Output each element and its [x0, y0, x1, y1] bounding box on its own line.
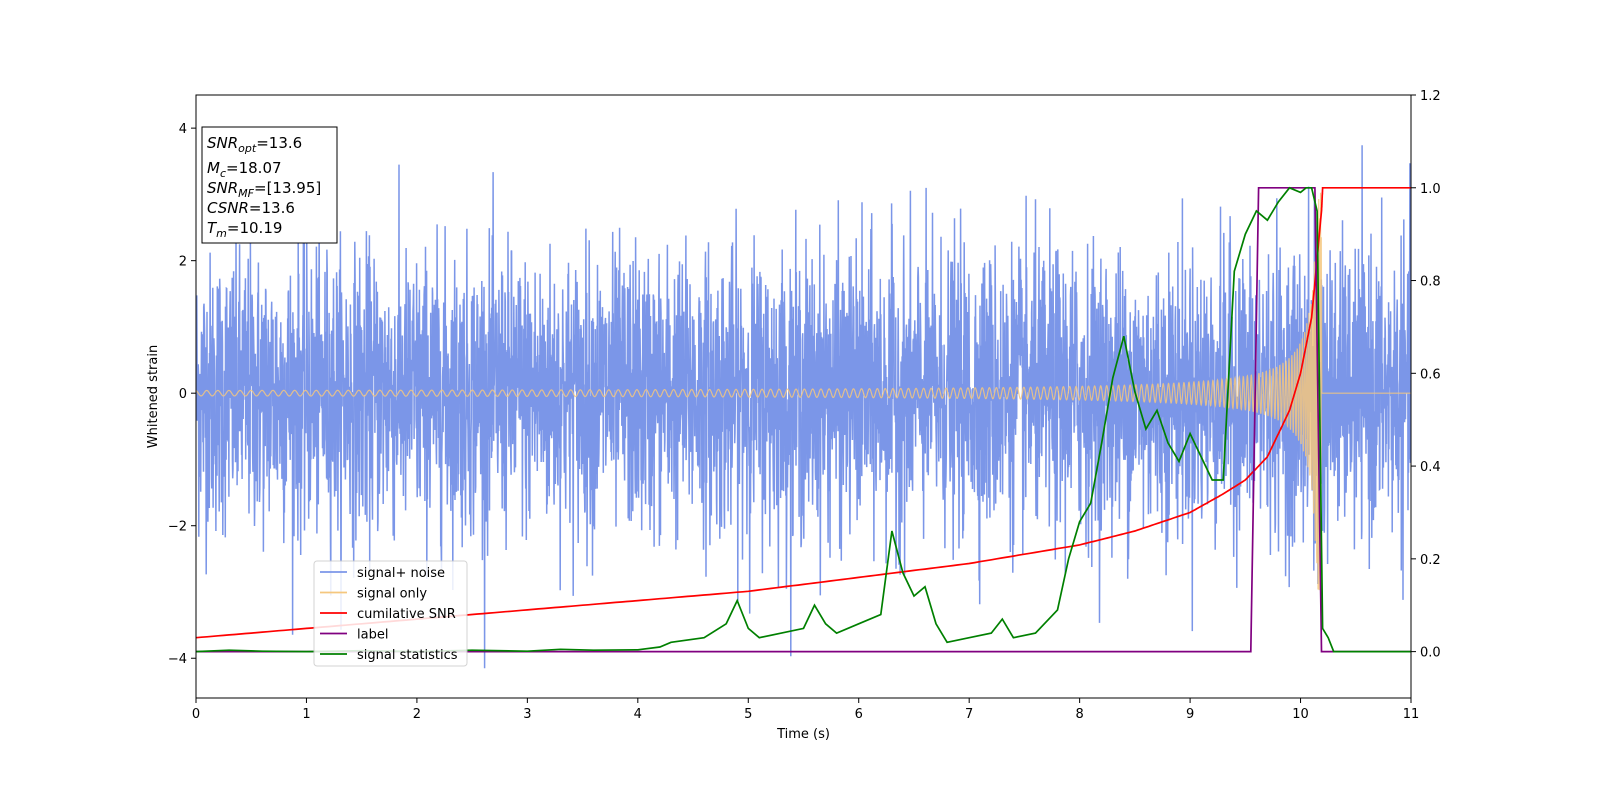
y2-tick-label: 1.2: [1420, 89, 1441, 104]
x-tick-label: 2: [413, 707, 421, 722]
x-tick-label: 9: [1186, 707, 1194, 722]
info-box-frame: [201, 126, 338, 244]
x-tick-label: 5: [744, 707, 752, 722]
legend: signal+ noise signal only cumilative SNR la…: [313, 560, 468, 667]
info-mc: Mc=18.07: [207, 159, 282, 180]
x-tick-label: 6: [855, 707, 863, 722]
y2-tick-label: 1.0: [1420, 182, 1441, 197]
plot-content: [196, 145, 1411, 669]
legend-frame: [313, 560, 468, 667]
y-tick-label: 4: [179, 122, 187, 137]
y-tick-label: 2: [179, 255, 187, 270]
series-line-signal-only: [196, 192, 1411, 591]
info-csnr: CSNR=13.6: [207, 199, 295, 217]
x-tick-label: 0: [192, 707, 200, 722]
x-tick-label: 11: [1403, 707, 1420, 722]
plot-area: [196, 145, 1411, 669]
y2-tick-label: 0.2: [1420, 553, 1441, 568]
x-tick-label: 10: [1292, 707, 1309, 722]
y-tick-label: −2: [168, 520, 187, 535]
axes: 0 1 2 3 4 5 6 7 8 9 10 11 −4 −2 0 2 4 0.0 0.2 0.4 0.6 0.8 1.0 1…: [146, 89, 1441, 742]
x-tick-label: 8: [1075, 707, 1083, 722]
y-tick-label: 0: [179, 387, 187, 402]
y2-tick-label: 0.8: [1420, 275, 1441, 290]
legend-label: cumilative SNR: [357, 607, 456, 622]
y2-tick-label: 0.6: [1420, 367, 1441, 382]
x-axis-label: Time (s): [776, 727, 830, 742]
axes-frame: [195, 94, 1412, 699]
y-axis-label: Whitened strain: [146, 345, 161, 448]
y2-tick-label: 0.0: [1420, 646, 1441, 661]
legend-label: signal+ noise: [357, 566, 445, 581]
y2-tick-label: 0.4: [1420, 460, 1441, 475]
legend-label: signal only: [357, 587, 427, 602]
legend-label: label: [357, 628, 388, 643]
y-tick-label: −4: [168, 652, 187, 667]
legend-label: signal statistics: [357, 648, 458, 663]
x-tick-label: 1: [302, 707, 310, 722]
info-tm: Tm=10.19: [207, 219, 282, 240]
series-line-signal-statistics: [196, 186, 1411, 653]
x-tick-label: 3: [523, 707, 531, 722]
series-line-cumulative-snr: [196, 186, 1411, 639]
info-box: SNRopt=13.6 Mc=18.07SNRMF=[13.95]CSNR=13.…: [201, 126, 338, 244]
info-snr-mf: SNRMF=[13.95]: [207, 179, 321, 200]
x-tick-label: 4: [634, 707, 642, 722]
info-snr-opt: SNRopt=13.6: [207, 134, 302, 155]
x-tick-label: 7: [965, 707, 973, 722]
series-line-signal-noise: [196, 145, 1411, 669]
